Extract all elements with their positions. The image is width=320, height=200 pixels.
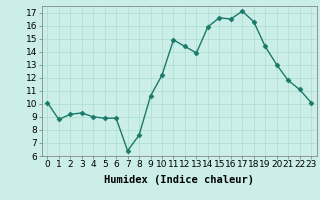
X-axis label: Humidex (Indice chaleur): Humidex (Indice chaleur) xyxy=(104,175,254,185)
